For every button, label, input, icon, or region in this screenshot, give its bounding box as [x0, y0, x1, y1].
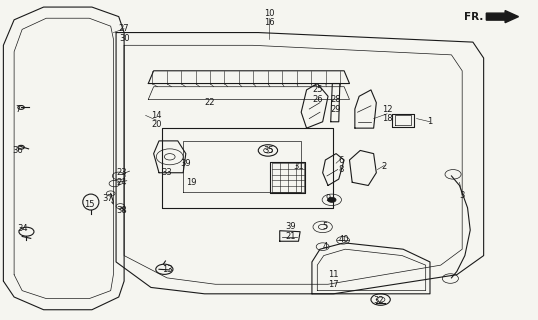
Text: 17: 17 — [328, 280, 339, 289]
Text: 40: 40 — [339, 235, 349, 244]
Text: 20: 20 — [151, 120, 161, 130]
Text: 10: 10 — [264, 9, 274, 18]
Text: 16: 16 — [264, 19, 274, 28]
Text: 21: 21 — [285, 232, 296, 241]
Text: 13: 13 — [162, 265, 172, 275]
Text: 39: 39 — [181, 159, 191, 168]
Text: 2: 2 — [382, 162, 387, 171]
Text: 27: 27 — [119, 24, 130, 33]
Text: 29: 29 — [331, 105, 341, 114]
Text: 18: 18 — [382, 114, 392, 123]
Text: 8: 8 — [339, 165, 344, 174]
Text: 11: 11 — [328, 270, 338, 279]
Text: 4: 4 — [323, 242, 328, 251]
Text: FR.: FR. — [464, 12, 484, 22]
Text: 37: 37 — [103, 194, 114, 203]
Text: 35: 35 — [264, 146, 274, 155]
Text: 23: 23 — [116, 168, 127, 177]
Text: 6: 6 — [339, 156, 344, 164]
Text: 5: 5 — [323, 222, 328, 231]
Text: 14: 14 — [151, 111, 161, 120]
Text: 39: 39 — [285, 222, 296, 231]
Circle shape — [328, 197, 336, 202]
Text: 26: 26 — [312, 95, 323, 104]
Text: 38: 38 — [116, 206, 127, 215]
Text: 24: 24 — [116, 178, 126, 187]
Text: 12: 12 — [382, 105, 392, 114]
Text: 15: 15 — [84, 200, 95, 209]
Text: 32: 32 — [374, 296, 384, 305]
Text: 30: 30 — [119, 34, 130, 43]
Text: 9: 9 — [325, 194, 331, 203]
Text: 7: 7 — [15, 105, 20, 114]
Text: 34: 34 — [17, 224, 27, 233]
FancyArrow shape — [486, 11, 519, 23]
Text: 3: 3 — [459, 190, 465, 200]
Text: 33: 33 — [161, 168, 172, 177]
Text: 19: 19 — [186, 178, 196, 187]
Text: 28: 28 — [331, 95, 342, 104]
Text: 36: 36 — [12, 146, 23, 155]
Text: 25: 25 — [312, 85, 323, 94]
Text: 1: 1 — [427, 117, 433, 126]
Text: 22: 22 — [205, 98, 215, 107]
Text: 31: 31 — [293, 162, 304, 171]
